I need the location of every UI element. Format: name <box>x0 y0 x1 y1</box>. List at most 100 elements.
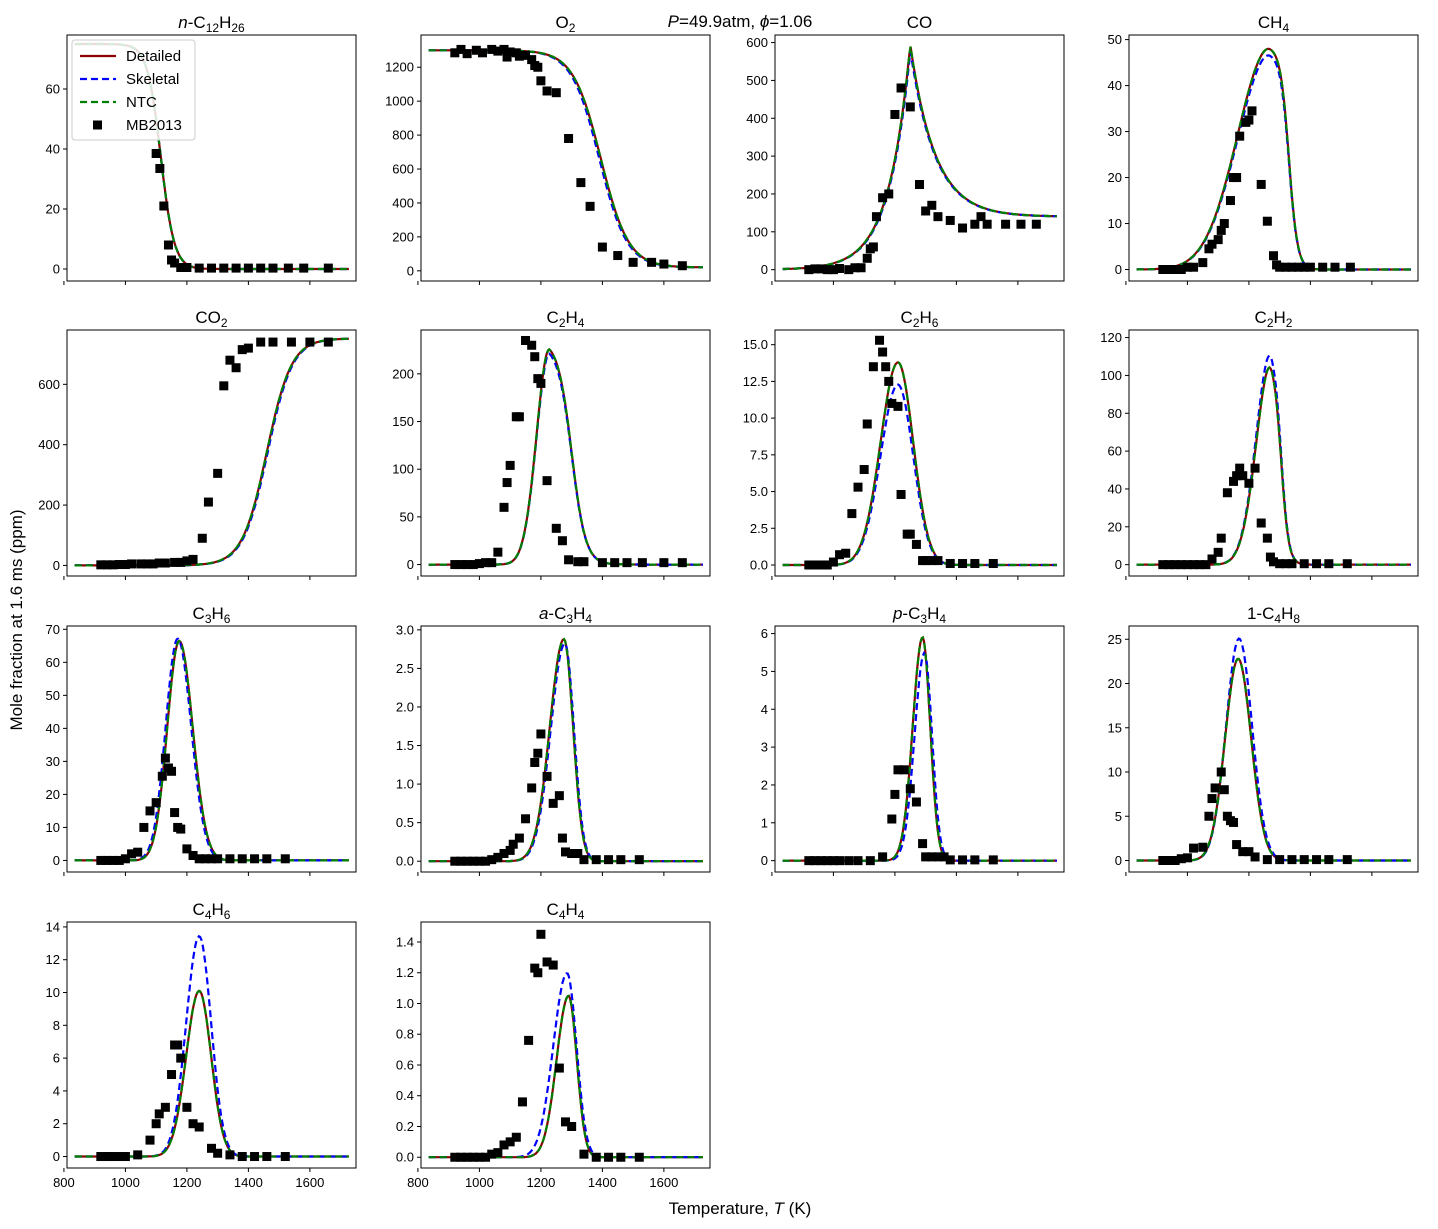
data-point-mb2013 <box>988 855 998 865</box>
data-point-mb2013 <box>481 558 491 568</box>
data-point-mb2013 <box>1207 554 1217 564</box>
axes-frame <box>66 329 357 577</box>
data-point-mb2013 <box>1299 559 1309 569</box>
data-point-mb2013 <box>154 1109 164 1119</box>
data-point-mb2013 <box>170 258 180 268</box>
data-point-mb2013 <box>176 1053 186 1063</box>
y-tick-label: 0.4 <box>396 1088 414 1103</box>
y-tick-label: 2.0 <box>396 699 414 714</box>
data-point-mb2013 <box>548 960 558 970</box>
y-tick-label: 30 <box>1108 124 1122 139</box>
data-point-mb2013 <box>517 1097 527 1107</box>
series-line-skeletal <box>74 637 349 862</box>
data-point-mb2013 <box>828 856 838 866</box>
y-tick-label: 200 <box>38 498 60 513</box>
data-point-mb2013 <box>822 856 832 866</box>
axes-frame <box>420 921 711 1169</box>
subplot-c4h4: C4H4 0.0 0.2 0.4 0.6 0.8 1.0 1.2 1.4 800 1000 1200 1… <box>396 900 711 1190</box>
data-point-mb2013 <box>456 560 466 570</box>
data-point-mb2013 <box>1204 244 1214 254</box>
series-line-ntc <box>74 337 349 567</box>
data-point-mb2013 <box>536 929 546 939</box>
legend-label: Detailed <box>126 48 181 65</box>
axes-frame <box>66 625 357 873</box>
series-line-detailed <box>1136 366 1411 566</box>
data-point-mb2013 <box>237 854 247 864</box>
axes-frame <box>1128 625 1419 873</box>
data-point-mb2013 <box>203 497 213 507</box>
data-point-mb2013 <box>471 45 481 55</box>
data-point-mb2013 <box>176 557 186 567</box>
legend-label: MB2013 <box>126 117 182 134</box>
data-point-mb2013 <box>170 808 180 818</box>
data-point-mb2013 <box>921 852 931 862</box>
data-point-mb2013 <box>1287 262 1297 272</box>
legend-label: NTC <box>126 94 157 111</box>
y-tick-label: 0 <box>407 263 414 278</box>
data-point-mb2013 <box>1244 115 1254 125</box>
data-point-mb2013 <box>108 560 118 570</box>
data-point-mb2013 <box>231 263 241 273</box>
data-point-mb2013 <box>939 852 949 862</box>
data-point-mb2013 <box>1219 219 1229 229</box>
data-point-mb2013 <box>804 265 814 275</box>
data-point-mb2013 <box>1189 560 1199 570</box>
data-point-mb2013 <box>188 554 198 564</box>
series-line-skeletal <box>74 337 349 567</box>
data-point-mb2013 <box>1330 262 1340 272</box>
y-tick-label: 0 <box>1115 853 1122 868</box>
data-point-mb2013 <box>499 44 509 54</box>
data-point-mb2013 <box>622 558 632 568</box>
data-point-mb2013 <box>462 560 472 570</box>
data-point-mb2013 <box>1170 855 1180 865</box>
data-point-mb2013 <box>1213 235 1223 245</box>
y-tick-label: 15 <box>1108 720 1122 735</box>
data-point-mb2013 <box>856 263 866 273</box>
data-point-mb2013 <box>505 47 515 57</box>
data-point-mb2013 <box>167 766 177 776</box>
subplot-title: CO <box>907 13 933 32</box>
data-point-mb2013 <box>477 48 487 58</box>
data-point-mb2013 <box>462 1152 472 1162</box>
y-tick-label: 400 <box>746 111 768 126</box>
series-line-skeletal <box>782 651 1057 862</box>
series-line-skeletal <box>428 642 703 863</box>
y-tick-label: 1000 <box>385 94 414 109</box>
data-point-mb2013 <box>487 44 497 54</box>
data-point-mb2013 <box>533 968 543 978</box>
data-point-mb2013 <box>634 855 644 865</box>
data-point-mb2013 <box>188 850 198 860</box>
data-point-mb2013 <box>1198 258 1208 268</box>
data-point-mb2013 <box>613 251 623 261</box>
y-tick-label: 0.6 <box>396 1057 414 1072</box>
subplot-co: CO 0 100 200 300 400 500 600 <box>746 13 1065 285</box>
y-tick-label: 10 <box>46 820 60 835</box>
data-point-mb2013 <box>499 1140 509 1150</box>
data-point-mb2013 <box>884 189 894 199</box>
data-point-mb2013 <box>597 242 607 252</box>
y-tick-label: 5.0 <box>750 484 768 499</box>
series-line-skeletal <box>428 49 703 269</box>
data-point-mb2013 <box>579 557 589 567</box>
data-point-mb2013 <box>1299 855 1309 865</box>
y-tick-label: 6 <box>761 626 768 641</box>
data-point-mb2013 <box>530 757 540 767</box>
data-point-mb2013 <box>487 1149 497 1159</box>
data-point-mb2013 <box>1216 225 1226 235</box>
data-point-mb2013 <box>505 1137 515 1147</box>
data-point-mb2013 <box>527 55 537 65</box>
data-point-mb2013 <box>890 109 900 119</box>
x-tick-label: 1200 <box>172 1175 201 1190</box>
data-point-mb2013 <box>548 798 558 808</box>
series-line-ntc <box>782 361 1057 567</box>
y-tick-label: 0 <box>761 262 768 277</box>
data-point-mb2013 <box>505 845 515 855</box>
data-point-mb2013 <box>893 765 903 775</box>
data-point-mb2013 <box>884 376 894 386</box>
data-point-mb2013 <box>804 560 814 570</box>
data-point-mb2013 <box>474 856 484 866</box>
x-tick-label: 1000 <box>465 1175 494 1190</box>
data-point-mb2013 <box>921 206 931 216</box>
data-point-mb2013 <box>1299 262 1309 272</box>
data-point-mb2013 <box>139 822 149 832</box>
